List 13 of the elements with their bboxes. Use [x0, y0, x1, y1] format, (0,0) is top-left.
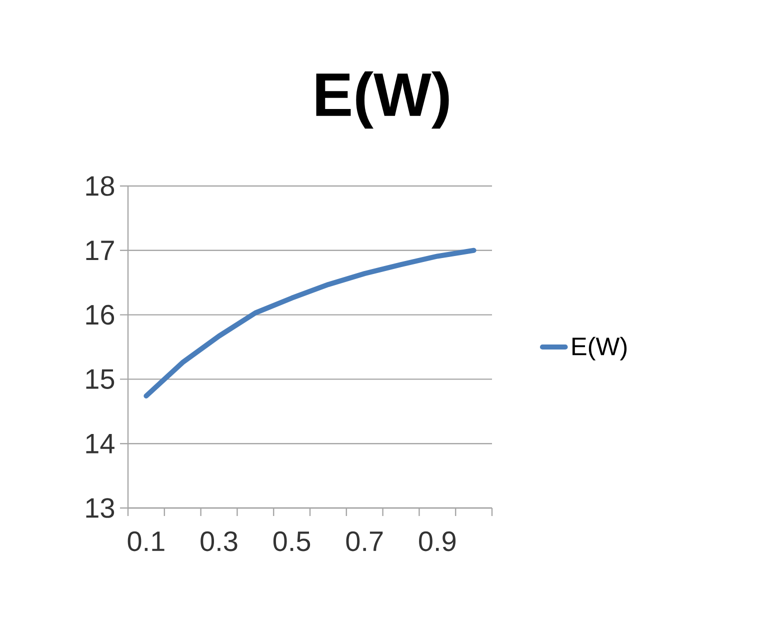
x-tick-label: 0.7 — [346, 531, 383, 552]
chart-title: E(W) — [316, 71, 449, 129]
x-tick-label: 0.9 — [419, 531, 456, 552]
y-tick-label: 13 — [86, 498, 114, 518]
x-tick-label: 0.5 — [273, 531, 310, 552]
y-tick-label: 15 — [86, 369, 114, 389]
legend-label: E(W) — [572, 336, 627, 360]
y-tick-label: 17 — [86, 240, 114, 260]
x-tick-label: 0.3 — [200, 531, 238, 552]
x-tick-label: 0.1 — [128, 531, 164, 552]
y-tick-label: 16 — [86, 304, 114, 325]
y-tick-label: 14 — [86, 434, 114, 454]
y-tick-label: 18 — [86, 176, 114, 196]
